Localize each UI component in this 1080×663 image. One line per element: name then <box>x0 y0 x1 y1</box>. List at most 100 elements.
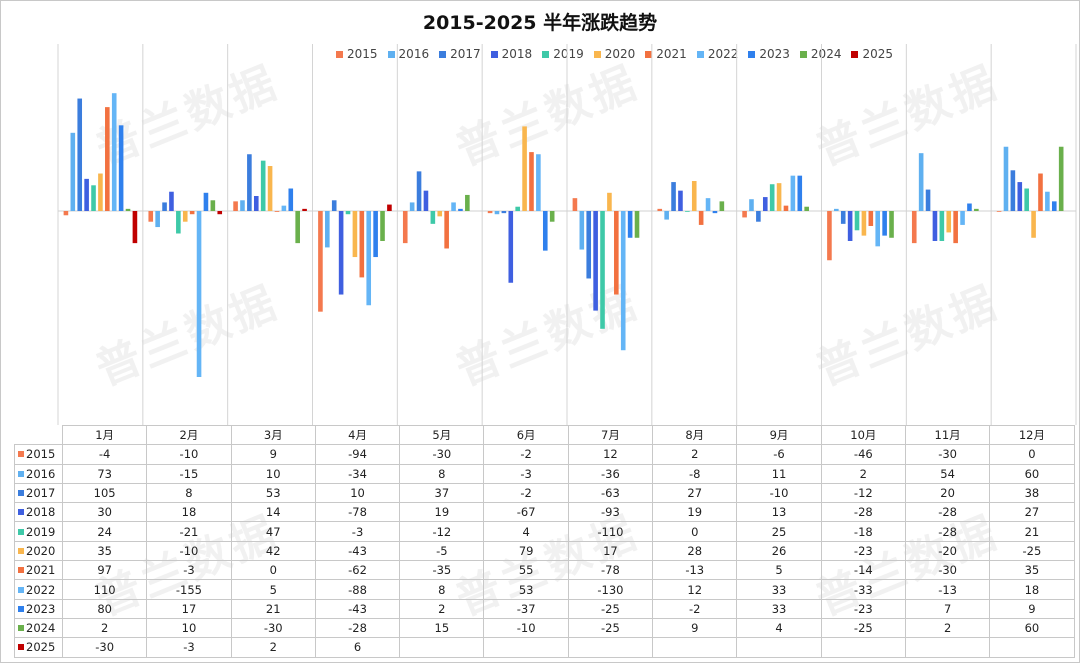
table-cell: 2 <box>399 598 485 619</box>
bar-2017-12月 <box>1010 170 1016 211</box>
table-column-header: 9月 <box>736 424 822 446</box>
series-name: 2023 <box>26 601 56 616</box>
bar-2020-11月 <box>946 211 952 233</box>
series-swatch <box>18 605 24 612</box>
bar-2020-8月 <box>691 181 697 211</box>
bar-2019-8月 <box>685 211 690 212</box>
table-cell: 42 <box>230 540 316 562</box>
table-cell <box>483 637 569 658</box>
bar-2015-11月 <box>911 211 917 244</box>
table-cell <box>652 637 738 658</box>
table-cell: 25 <box>736 521 822 542</box>
bar-2016-4月 <box>325 211 330 248</box>
table-cell: 79 <box>483 540 569 562</box>
bar-2020-3月 <box>267 166 273 211</box>
table-cell: 7 <box>904 598 991 619</box>
table-cell: -18 <box>820 521 906 542</box>
legend-item-2022: 2022 <box>696 47 738 61</box>
bar-2023-9月 <box>797 175 803 211</box>
bar-2015-1月 <box>63 211 69 216</box>
table-cell: 11 <box>736 463 822 484</box>
series-name: 2018 <box>26 505 56 520</box>
series-swatch <box>18 586 24 593</box>
series-swatch <box>18 547 24 554</box>
table-cell: 12 <box>567 444 654 465</box>
bar-2023-6月 <box>542 211 548 251</box>
table-cell: 4 <box>483 521 569 542</box>
table-row: 2019 24 -21 47 -3 -12 4 -110 0 25 -18 -28 21 <box>14 521 1075 542</box>
bar-2015-2月 <box>148 211 154 222</box>
table-row: 2017 105 8 53 10 37 -2 -63 27 -10 -12 20 38 <box>14 482 1075 504</box>
bar-2019-4月 <box>345 211 351 215</box>
series-name: 2024 <box>26 621 56 636</box>
data-table: 1月 2月 3月 4月 5月 6月 7月 8月 9月 10月 11月 12月 2015 -4 -10 9 -94… <box>14 424 1075 658</box>
series-swatch <box>18 490 24 497</box>
bar-2020-1月 <box>98 173 103 211</box>
series-swatch <box>18 451 24 458</box>
bar-2021-5月 <box>444 211 449 249</box>
table-series-label: 2022 <box>14 579 63 600</box>
table-cell: -28 <box>904 502 991 523</box>
bar-2017-5月 <box>416 171 422 211</box>
table-series-label: 2019 <box>14 521 63 542</box>
bar-2024-9月 <box>804 206 809 211</box>
legend-label: 2015 <box>347 47 378 61</box>
bar-2023-2月 <box>203 192 209 211</box>
legend-item-2015: 2015 <box>336 47 378 61</box>
table-cell: 9 <box>989 598 1075 619</box>
table-cell: 38 <box>989 482 1075 504</box>
table-cell <box>567 637 654 658</box>
table-cell <box>820 637 906 658</box>
table-cell: -12 <box>820 482 906 504</box>
bar-2021-4月 <box>359 211 365 278</box>
table-cell: 28 <box>652 540 738 562</box>
table-cell: -28 <box>820 502 906 523</box>
bar-2023-5月 <box>458 208 463 211</box>
table-cell: 60 <box>989 617 1075 639</box>
bar-2017-9月 <box>756 211 761 222</box>
table-cell: -10 <box>146 444 232 465</box>
table-cell: -10 <box>736 482 822 504</box>
table-row: 2021 97 -3 0 -62 -35 55 -78 -13 5 -14 -30 35 <box>14 560 1075 581</box>
table-cell: 30 <box>61 502 148 523</box>
bar-2016-5月 <box>409 202 415 211</box>
table-cell: 110 <box>61 579 148 600</box>
table-cell: 19 <box>652 502 738 523</box>
bar-2022-11月 <box>960 211 965 225</box>
bar-2017-4月 <box>331 200 337 211</box>
bar-2021-9月 <box>783 205 789 211</box>
chart-legend: 2015 2016 2017 2018 2019 2020 2021 2022 2023 2024… <box>336 46 903 62</box>
table-cell: -36 <box>567 463 654 484</box>
table-cell: 53 <box>230 482 316 504</box>
bar-2020-7月 <box>607 192 612 211</box>
table-cell: 18 <box>146 502 232 523</box>
bar-2024-3月 <box>295 211 300 244</box>
bar-2019-3月 <box>260 160 266 211</box>
table-cell: 19 <box>399 502 485 523</box>
table-cell: -3 <box>483 463 569 484</box>
table-column-header: 4月 <box>314 424 401 446</box>
bar-2019-10月 <box>854 211 860 231</box>
series-swatch <box>18 625 24 632</box>
table-cell: 24 <box>61 521 148 542</box>
series-name: 2020 <box>26 543 56 558</box>
bar-2017-11月 <box>925 189 931 211</box>
table-column-header: 10月 <box>820 424 906 446</box>
table-cell: -46 <box>820 444 906 465</box>
bar-2016-12月 <box>1003 146 1009 211</box>
bar-2023-11月 <box>967 203 972 211</box>
series-swatch <box>18 509 24 516</box>
bar-2024-6月 <box>549 211 555 222</box>
table-cell: 20 <box>904 482 991 504</box>
bar-2021-3月 <box>274 211 280 212</box>
bar-2017-6月 <box>501 211 507 214</box>
legend-swatch <box>696 50 704 58</box>
table-cell: -93 <box>567 502 654 523</box>
table-cell: 21 <box>230 598 316 619</box>
bar-2022-5月 <box>451 202 456 211</box>
table-cell: 4 <box>736 617 822 639</box>
table-cell: 27 <box>652 482 738 504</box>
table-cell: -28 <box>904 521 991 542</box>
table-cell: -155 <box>146 579 232 600</box>
bar-2020-5月 <box>437 211 443 217</box>
